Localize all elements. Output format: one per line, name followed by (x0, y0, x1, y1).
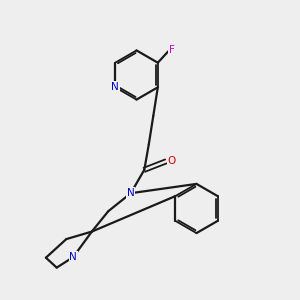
Text: N: N (111, 82, 119, 92)
Text: O: O (167, 156, 176, 167)
Text: N: N (69, 252, 77, 262)
Text: N: N (127, 188, 135, 198)
Text: F: F (169, 45, 175, 55)
